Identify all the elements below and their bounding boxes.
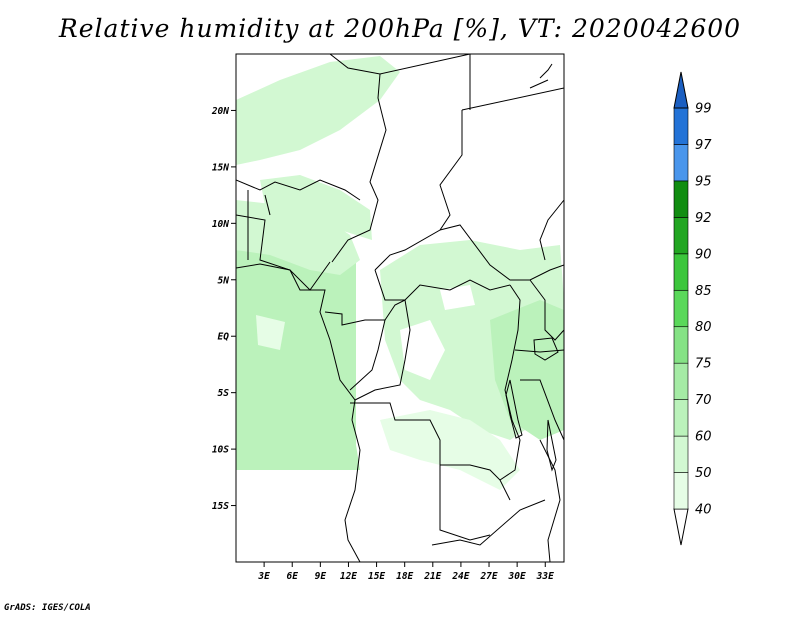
colorbar-label: 85 (695, 284, 712, 299)
border-west-africa (236, 179, 361, 201)
lat-tick-label: 15N (212, 162, 229, 173)
border-chad-sudan (374, 110, 463, 271)
lon-tick-label: 9E (315, 571, 327, 582)
border-nigeria-cameroon (236, 214, 331, 291)
colorbar-label: 70 (695, 393, 712, 408)
colorbar-label: 60 (695, 430, 712, 445)
border-egypt-sudan (461, 87, 564, 111)
lon-tick-label: 24E (451, 571, 469, 582)
colorbar: 40 50 60 70 75 80 85 90 92 95 97 99 (673, 71, 712, 546)
lon-tick-label: 18E (396, 571, 413, 582)
border-west-vertical-2 (264, 194, 271, 216)
border-east-africa (529, 279, 564, 341)
colorbar-over-triangle (673, 71, 689, 109)
border-angola-south (344, 419, 361, 562)
lat-tick-label: 5S (218, 388, 230, 399)
border-congo-drc (354, 299, 411, 401)
colorbar-box (673, 472, 689, 510)
lat-tick-label: 10N (212, 219, 229, 230)
colorbar-box (673, 362, 689, 400)
lon-tick-label: 27E (479, 571, 497, 582)
border-car-drc (374, 269, 511, 301)
lake-victoria (533, 337, 559, 361)
border-drc-angola (350, 402, 511, 501)
lake-malawi (546, 419, 557, 472)
colorbar-box (673, 144, 689, 182)
border-angola-zambia (439, 465, 491, 541)
lat-tick-label: 10S (212, 445, 229, 456)
lon-tick-label: 12E (340, 571, 357, 582)
humid-clear-gap-3 (440, 285, 475, 310)
colorbar-label: 99 (695, 102, 712, 117)
humid-clear-gap-1 (400, 320, 445, 380)
lat-tick-label: 5N (218, 275, 230, 286)
colorbar-box (673, 180, 689, 218)
lat-tick-label: EQ (218, 332, 230, 343)
colorbar-label: 97 (695, 138, 712, 153)
border-congo-gabon (324, 311, 386, 391)
chart-title: Relative humidity at 200hPa [%], VT: 202… (58, 14, 742, 43)
lon-tick-label: 30E (508, 571, 526, 582)
lon-tick-label: 15E (368, 571, 385, 582)
colorbar-label: 40 (695, 503, 712, 518)
border-libya-chad (329, 54, 471, 75)
lon-tick-label: 21E (423, 571, 441, 582)
colorbar-label: 80 (695, 320, 712, 335)
lat-tick-label: 15S (212, 501, 229, 512)
map-frame (235, 53, 565, 563)
colorbar-box (673, 253, 689, 291)
humid-sahara-band (236, 56, 400, 165)
humid-west-core (236, 200, 360, 275)
country-borders (236, 54, 564, 562)
lat-tick-label: 20N (211, 106, 229, 117)
colorbar-under-triangle (673, 508, 689, 546)
red-sea-coast (529, 63, 553, 89)
border-tanzania (520, 379, 564, 441)
colorbar-label: 90 (695, 247, 712, 262)
lake-tanganyika (505, 379, 523, 439)
lon-tick-label: 33E (536, 571, 554, 582)
humid-north-patch (260, 175, 372, 240)
lon-tick-label: 3E (257, 571, 270, 582)
colorbar-box (673, 435, 689, 473)
border-drc-east (499, 284, 521, 481)
lon-tick-label: 6E (287, 571, 299, 582)
colorbar-label: 75 (695, 357, 712, 372)
colorbar-box (673, 399, 689, 437)
humid-south-patch (380, 410, 520, 490)
credit-text: GrADS: IGES/COLA (4, 603, 91, 613)
lat-axis: 20N 15N 10N 5N EQ 5S 10S 15S (211, 106, 236, 512)
border-niger-chad (331, 73, 387, 263)
border-gulf-coast (236, 263, 356, 421)
humidity-field (236, 56, 564, 490)
colorbar-label: 95 (695, 174, 712, 189)
border-zambia-zimbabwe (431, 499, 546, 546)
border-sudan-ethiopia (539, 199, 564, 261)
colorbar-box (673, 107, 689, 145)
lon-axis: 3E 6E 9E 12E 15E 18E 21E 24E 27E 30E 33E (257, 562, 554, 582)
colorbar-label: 92 (695, 211, 712, 226)
colorbar-box (673, 217, 689, 255)
colorbar-label: 50 (695, 466, 712, 481)
humid-clear-gap-2 (256, 315, 285, 350)
border-sudan-south (439, 224, 564, 281)
colorbar-box (673, 289, 689, 328)
humid-gulf-band (236, 250, 360, 470)
colorbar-box (673, 326, 689, 364)
border-uganda (514, 349, 564, 353)
